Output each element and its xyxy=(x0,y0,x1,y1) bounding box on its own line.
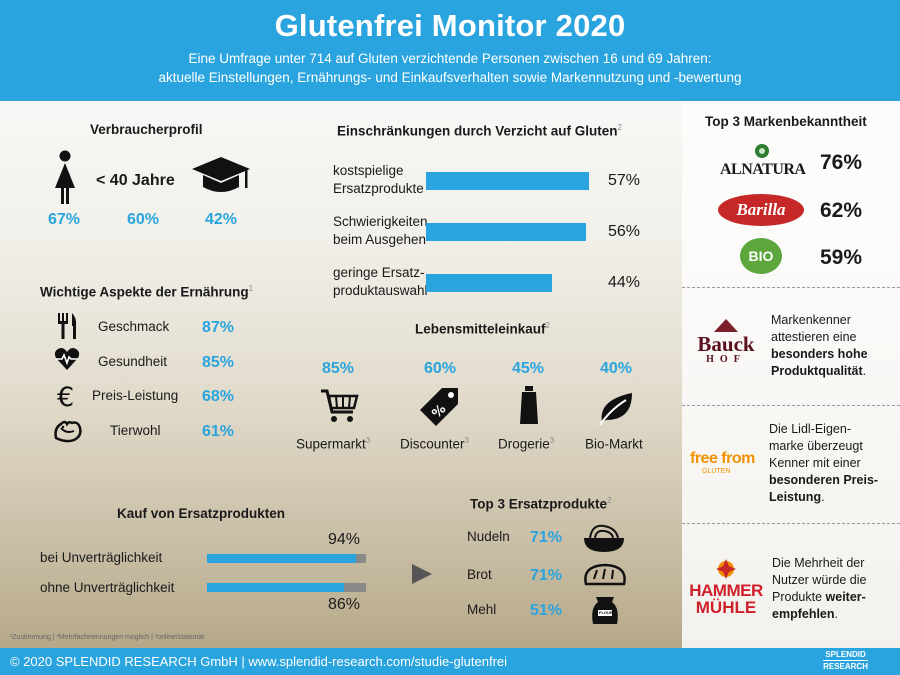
page-title: Glutenfrei Monitor 2020 xyxy=(274,8,626,43)
shopping-value-drogerie: 45% xyxy=(512,360,545,377)
top-substitute-label-mehl: Mehl xyxy=(467,602,497,617)
arrow-right-icon xyxy=(410,562,434,586)
tube-icon xyxy=(518,386,540,426)
chicken-icon xyxy=(52,418,84,444)
shopping-value-discounter: 60% xyxy=(424,360,457,377)
nutrition-label-tierwohl: Tierwohl xyxy=(110,423,161,438)
brand-value-bio: 59% xyxy=(820,246,863,269)
right-divider-1 xyxy=(682,287,900,288)
substitutes-title: Kauf von Ersatzprodukten xyxy=(117,506,286,521)
nutrition-value-geschmack: 87% xyxy=(202,319,235,336)
restriction-bar xyxy=(426,223,586,241)
hammermuehle-logo-subtext: MÜHLE xyxy=(695,598,757,617)
alnatura-logo: ALNATURA xyxy=(718,143,806,183)
bread-icon xyxy=(582,562,628,588)
page-subtitle-line-1: Eine Umfrage unter 714 auf Gluten verzic… xyxy=(188,51,712,66)
header-banner: Glutenfrei Monitor 2020 Eine Umfrage unt… xyxy=(0,0,900,101)
age-percentage: 60% xyxy=(127,211,160,228)
pasta-icon xyxy=(582,522,626,554)
bio-seal-text: BIO xyxy=(748,248,774,264)
substitute-bar-fill xyxy=(207,583,344,592)
top-substitutes-title: Top 3 Ersatzprodukte2 xyxy=(470,496,612,512)
top-substitute-value-nudeln: 71% xyxy=(530,529,563,546)
hammermuehle-quote: Die Mehrheit der Nutzer würde die Produk… xyxy=(772,556,867,621)
graduation-cap-icon xyxy=(190,155,252,199)
freefrom-logo-subtext: GLUTEN xyxy=(702,468,731,475)
cart-icon xyxy=(320,388,360,424)
hammermuehle-logo: HAMMER MÜHLE xyxy=(684,556,768,616)
bio-seal-logo: BIO xyxy=(740,238,782,274)
leaf-icon xyxy=(596,390,636,426)
substitute-value: 94% xyxy=(328,531,361,548)
bauckhof-quote: Markenkenner attestieren eine besonders … xyxy=(771,313,868,378)
substitute-label: bei Unverträglichkeit xyxy=(40,550,163,565)
age-label: < 40 Jahre xyxy=(96,172,175,189)
shopping-label-supermarkt: Supermarkt3 xyxy=(296,436,371,452)
shopping-value-supermarkt: 85% xyxy=(322,360,355,377)
nutrition-label-preis-leistung: Preis-Leistung xyxy=(92,388,179,403)
brand-awareness-title: Top 3 Markenbekanntheit xyxy=(705,114,867,129)
bauckhof-logo: Bauck HOF xyxy=(688,316,764,368)
freefrom-logo: free from GLUTEN xyxy=(690,450,764,490)
restriction-value: 56% xyxy=(608,223,641,240)
nutrition-label-gesundheit: Gesundheit xyxy=(98,354,168,369)
education-percentage: 42% xyxy=(205,211,238,228)
barilla-logo: Barilla xyxy=(718,194,804,226)
top-substitute-label-nudeln: Nudeln xyxy=(467,529,510,544)
shopping-label-drogerie: Drogerie3 xyxy=(498,436,555,452)
barilla-logo-text: Barilla xyxy=(736,200,786,219)
nutrition-value-tierwohl: 61% xyxy=(202,423,235,440)
svg-text:€: € xyxy=(57,382,74,410)
alnatura-logo-text: ALNATURA xyxy=(720,161,806,178)
restriction-bar xyxy=(426,274,552,292)
nutrition-aspects-title: Wichtige Aspekte der Ernährung1 xyxy=(40,284,254,300)
price-tag-icon: % xyxy=(418,386,460,428)
freefrom-quote: Die Lidl-Eigen- marke überzeugt Kenner m… xyxy=(769,422,879,504)
top-substitute-value-mehl: 51% xyxy=(530,602,563,619)
page-subtitle-line-2: aktuelle Einstellungen, Ernährungs- und … xyxy=(158,70,742,85)
bauckhof-logo-subtext: HOF xyxy=(706,354,746,365)
euro-icon: € xyxy=(57,382,79,410)
nutrition-value-gesundheit: 85% xyxy=(202,354,235,371)
flour-sack-icon: FLOUR xyxy=(590,594,620,626)
restriction-label: Schwierigkeiten beim Ausgehen xyxy=(333,214,428,247)
flour-sack-label: FLOUR xyxy=(599,610,613,615)
substitute-label: ohne Unverträglichkeit xyxy=(40,580,175,595)
footer-text: © 2020 SPLENDID RESEARCH GmbH | www.sple… xyxy=(10,654,508,669)
female-percentage: 67% xyxy=(48,211,81,228)
top-substitute-value-brot: 71% xyxy=(530,567,563,584)
brand-value-barilla: 62% xyxy=(820,199,863,222)
nutrition-label-geschmack: Geschmack xyxy=(98,319,170,334)
footnotes: ¹Zustimmung | ²Mehrfachnennungen möglich… xyxy=(10,634,205,641)
fork-knife-icon xyxy=(55,312,79,340)
brand-value-alnatura: 76% xyxy=(820,151,863,174)
consumer-profile-title: Verbraucherprofil xyxy=(90,122,203,137)
shopping-label-bio-markt: Bio-Markt xyxy=(585,436,643,452)
substitute-value: 86% xyxy=(328,596,361,613)
substitute-bar-fill xyxy=(207,554,356,563)
right-divider-3 xyxy=(682,523,900,524)
right-divider-2 xyxy=(682,405,900,406)
footer: © 2020 SPLENDID RESEARCH GmbH | www.sple… xyxy=(0,648,900,675)
shopping-label-discounter: Discounter3 xyxy=(400,436,469,452)
hammermuehle-logo-text: HAMMER xyxy=(689,581,763,600)
restriction-bar xyxy=(426,172,589,190)
restriction-label: kostspielige Ersatzprodukte xyxy=(333,163,424,196)
nutrition-value-preis-leistung: 68% xyxy=(202,388,235,405)
right-panel xyxy=(682,101,900,648)
top-substitute-label-brot: Brot xyxy=(467,567,492,582)
shopping-value-bio-markt: 40% xyxy=(600,360,633,377)
heart-pulse-icon xyxy=(54,347,80,371)
shopping-title: Lebensmitteleinkauf2 xyxy=(415,321,550,337)
freefrom-logo-text: free from xyxy=(690,450,755,467)
restriction-value: 44% xyxy=(608,274,641,291)
splendid-research-logo: SPLENDID RESEARCH xyxy=(823,650,868,671)
woman-icon xyxy=(52,150,78,204)
restrictions-title: Einschränkungen durch Verzicht auf Glute… xyxy=(337,123,622,139)
restriction-label: geringe Ersatz-produktauswahl xyxy=(333,265,428,298)
bauckhof-logo-text: Bauck xyxy=(697,332,755,356)
restriction-value: 57% xyxy=(608,172,641,189)
